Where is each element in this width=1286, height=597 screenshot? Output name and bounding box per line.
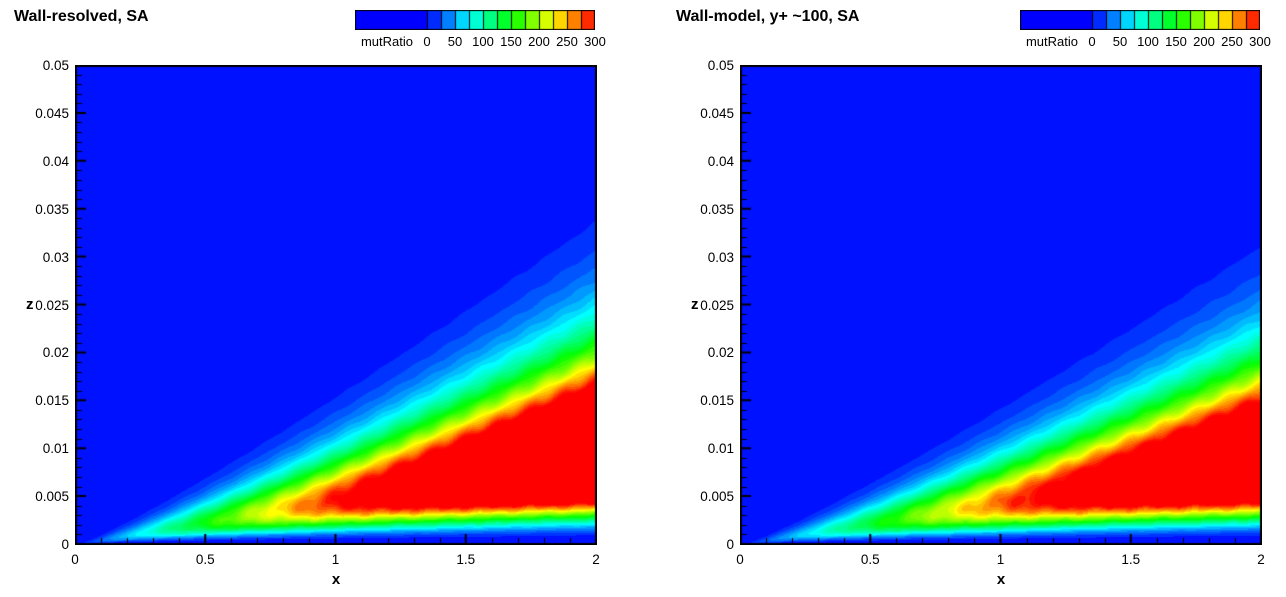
colorbar-tick-label: 250 <box>556 34 578 49</box>
z-tick-label: 0.015 <box>35 393 69 409</box>
x-tick-label: 1 <box>996 552 1005 567</box>
colorbar-label: mutRatio <box>1025 34 1078 49</box>
x-tick-label: 0 <box>736 552 744 567</box>
x-tick-label: 1.5 <box>1121 552 1141 567</box>
x-tick-label: 0.5 <box>860 552 880 567</box>
x-tick-label: 2 <box>1257 552 1265 567</box>
colorbar-tick-label: 100 <box>1137 34 1159 49</box>
contour-panel-wall-resolved: Wall-resolved, SA mutRatio x z 0 0.5 1 1.5 2… <box>14 8 606 588</box>
z-tick-label: 0.025 <box>35 297 69 313</box>
z-axis-label: z <box>691 296 699 313</box>
z-tick-label: 0.035 <box>35 201 69 217</box>
z-tick-label: 0.01 <box>707 441 734 457</box>
z-tick-label: 0.045 <box>35 105 69 121</box>
x-axis-label: x <box>996 571 1006 588</box>
x-tick-label: 1.5 <box>456 552 476 567</box>
z-tick-label: 0.01 <box>42 441 69 457</box>
x-tick-label: 2 <box>592 552 600 567</box>
contour-panel-wall-modeled: Wall-model, y+ ~100, SA mutRatio x z 0 0.… <box>643 0 1286 597</box>
z-tick-label: 0.02 <box>42 345 69 361</box>
z-tick-label: 0.035 <box>700 201 734 217</box>
contour-field-canvas <box>75 65 597 545</box>
colorbar-label: mutRatio <box>360 34 413 49</box>
z-tick-label: 0.04 <box>42 153 69 169</box>
colorbar-tick-label: 0 <box>423 34 431 49</box>
z-tick-label: 0.015 <box>700 393 734 409</box>
colorbar-tick-label: 300 <box>584 34 606 49</box>
z-tick-label: 0 <box>726 537 734 552</box>
panel-title: Wall-resolved, SA <box>14 8 149 25</box>
z-tick-label: 0.045 <box>700 105 734 121</box>
colorbar-tick-label: 100 <box>472 34 494 49</box>
colorbar-tick-label: 250 <box>1221 34 1243 49</box>
colorbar-tick-label: 150 <box>1165 34 1187 49</box>
z-tick-label: 0.04 <box>707 153 734 169</box>
panel-title: Wall-model, y+ ~100, SA <box>676 8 860 25</box>
colorbar-gradient <box>355 10 595 30</box>
colorbar-tick-label: 50 <box>1112 34 1128 49</box>
z-tick-label: 0 <box>61 537 69 552</box>
z-tick-label: 0.005 <box>35 489 69 505</box>
x-tick-label: 0 <box>71 552 79 567</box>
x-tick-label: 1 <box>331 552 340 567</box>
z-tick-label: 0.03 <box>707 249 734 265</box>
z-tick-label: 0.03 <box>42 249 69 265</box>
z-axis-label: z <box>26 296 34 313</box>
z-tick-label: 0.005 <box>700 489 734 505</box>
colorbar-tick-label: 300 <box>1249 34 1271 49</box>
colorbar-tick-label: 200 <box>528 34 550 49</box>
z-tick-label: 0.05 <box>42 58 69 73</box>
x-axis-label: x <box>331 571 341 588</box>
z-tick-label: 0.05 <box>707 58 734 73</box>
colorbar-tick-label: 0 <box>1088 34 1096 49</box>
x-tick-label: 0.5 <box>195 552 215 567</box>
colorbar-tick-label: 150 <box>500 34 522 49</box>
z-tick-label: 0.025 <box>700 297 734 313</box>
contour-field-canvas <box>740 65 1262 545</box>
colorbar-tick-label: 50 <box>447 34 463 49</box>
z-tick-label: 0.02 <box>707 345 734 361</box>
colorbar-tick-label: 200 <box>1193 34 1215 49</box>
colorbar-gradient <box>1020 10 1260 30</box>
